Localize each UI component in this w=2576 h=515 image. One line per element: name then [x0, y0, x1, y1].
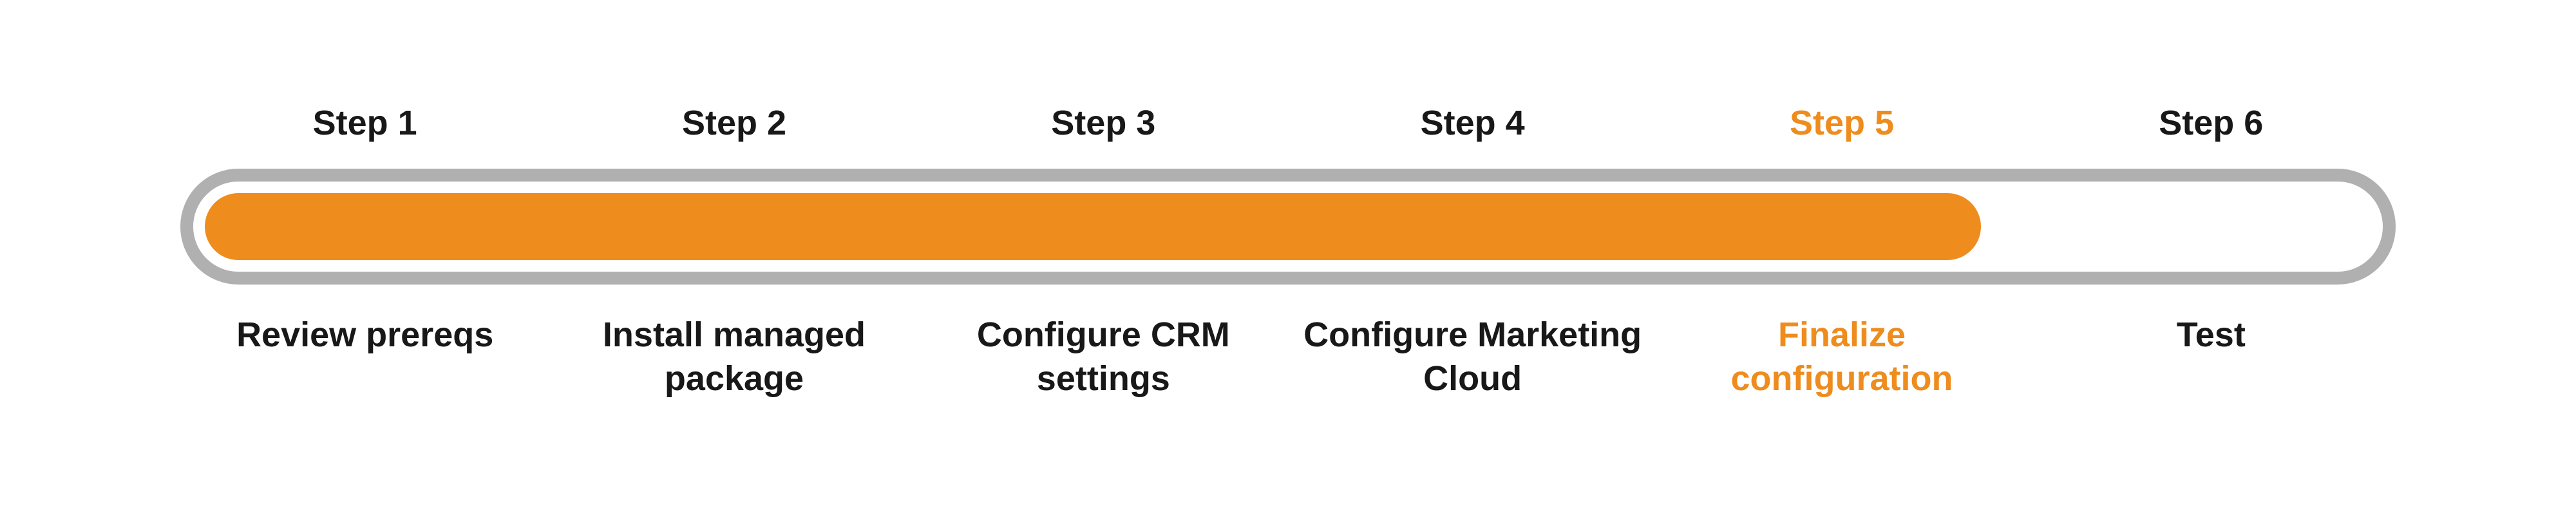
step-label-bottom: Configure CRM settings — [919, 314, 1288, 400]
step-label-bottom: Install managed package — [549, 314, 918, 400]
step-label-top: Step 4 — [1288, 103, 1657, 143]
step-label-bottom: Configure Marketing Cloud — [1288, 314, 1657, 400]
step-label-top: Step 3 — [919, 103, 1288, 143]
step-label-top: Step 2 — [549, 103, 918, 143]
progress-stepper: Step 1 Step 2 Step 3 Step 4 Step 5 Step … — [180, 103, 2396, 400]
step-label-top: Step 5 — [1657, 103, 2026, 143]
step-label-bottom: Finalize configuration — [1657, 314, 2026, 400]
step-label-top: Step 6 — [2027, 103, 2396, 143]
step-labels-bottom: Review prereqs Install managed package C… — [180, 314, 2396, 400]
progress-fill — [205, 193, 1981, 260]
step-label-bottom: Review prereqs — [180, 314, 549, 400]
progress-track — [180, 169, 2396, 285]
step-labels-top: Step 1 Step 2 Step 3 Step 4 Step 5 Step … — [180, 103, 2396, 143]
step-label-bottom: Test — [2027, 314, 2396, 400]
step-label-top: Step 1 — [180, 103, 549, 143]
